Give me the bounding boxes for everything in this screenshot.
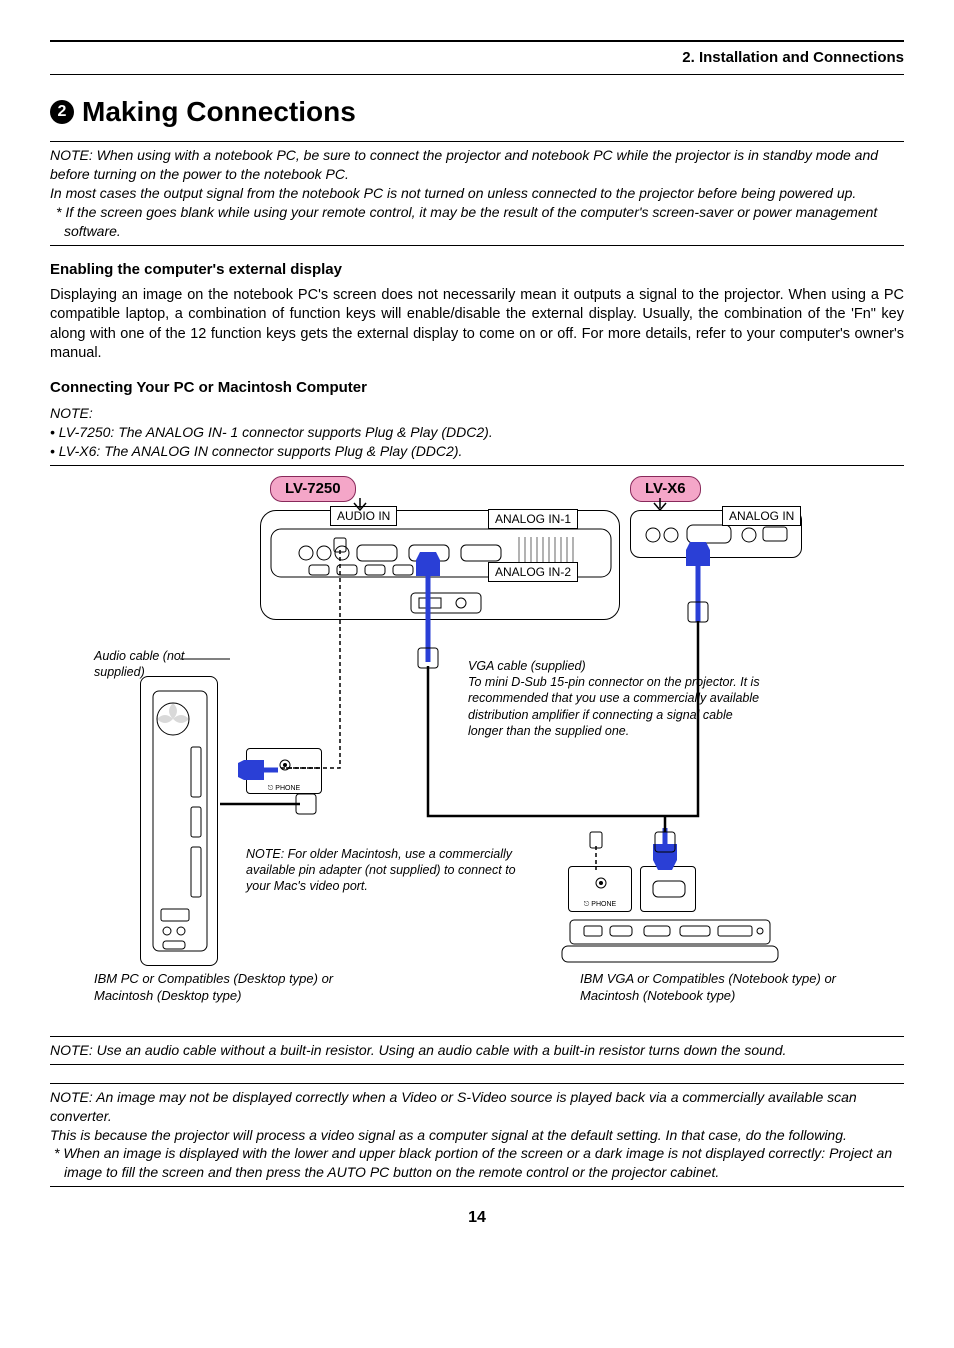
header-rule-top <box>50 40 904 42</box>
caption-desktop: IBM PC or Compatibles (Desktop type) or … <box>94 970 374 1005</box>
note-small-block: NOTE: • LV-7250: The ANALOG IN- 1 connec… <box>50 404 904 466</box>
caption-laptop: IBM VGA or Compatibles (Notebook type) o… <box>580 970 840 1005</box>
label-analog-in: ANALOG IN <box>722 506 801 526</box>
note-video-line2: This is because the projector will proce… <box>50 1127 847 1143</box>
pill-arrow-left <box>350 498 370 514</box>
audio-cable-leader <box>180 653 230 665</box>
note1-bullet: * If the screen goes blank while using y… <box>50 203 904 241</box>
note-label: NOTE: <box>50 405 93 421</box>
section-title: 2 Making Connections <box>50 93 904 131</box>
note-video-bullet: * When an image is displayed with the lo… <box>50 1144 904 1182</box>
pill-arrow-right <box>650 498 670 514</box>
section-title-text: Making Connections <box>82 93 356 131</box>
vga-cable-annotation: VGA cable (supplied) To mini D-Sub 15-pi… <box>468 658 768 739</box>
note-bullet2: • LV-X6: The ANALOG IN connector support… <box>50 443 462 459</box>
mac-note: NOTE: For older Macintosh, use a commerc… <box>246 846 516 895</box>
section-number-badge: 2 <box>50 100 74 124</box>
note-video: NOTE: An image may not be displayed corr… <box>50 1083 904 1187</box>
sub-heading-2: Connecting Your PC or Macintosh Computer <box>50 378 904 398</box>
chapter-header: 2. Installation and Connections <box>50 44 904 75</box>
note-block-1: NOTE: When using with a notebook PC, be … <box>50 141 904 245</box>
page-number: 14 <box>50 1207 904 1229</box>
note-bullet1: • LV-7250: The ANALOG IN- 1 connector su… <box>50 424 493 440</box>
note-video-line1: NOTE: An image may not be displayed corr… <box>50 1089 857 1124</box>
note1-line1: NOTE: When using with a notebook PC, be … <box>50 147 878 182</box>
note-audio-cable: NOTE: Use an audio cable without a built… <box>50 1036 904 1065</box>
model-pill-lv7250: LV-7250 <box>270 476 356 502</box>
audio-cable-text: Audio cable (not supplied) <box>94 649 184 679</box>
label-analog-in-1: ANALOG IN-1 <box>488 509 578 529</box>
audio-cable-label: Audio cable (not supplied) <box>94 648 214 681</box>
vga-cable-body: To mini D-Sub 15-pin connector on the pr… <box>468 675 760 738</box>
sub1-body: Displaying an image on the notebook PC's… <box>50 286 904 364</box>
sub-heading-1: Enabling the computer's external display <box>50 260 904 280</box>
note1-line2: In most cases the output signal from the… <box>50 185 856 201</box>
vga-cable-title: VGA cable (supplied) <box>468 659 586 673</box>
connection-diagram: LV-7250 LV-X6 <box>50 476 904 1016</box>
